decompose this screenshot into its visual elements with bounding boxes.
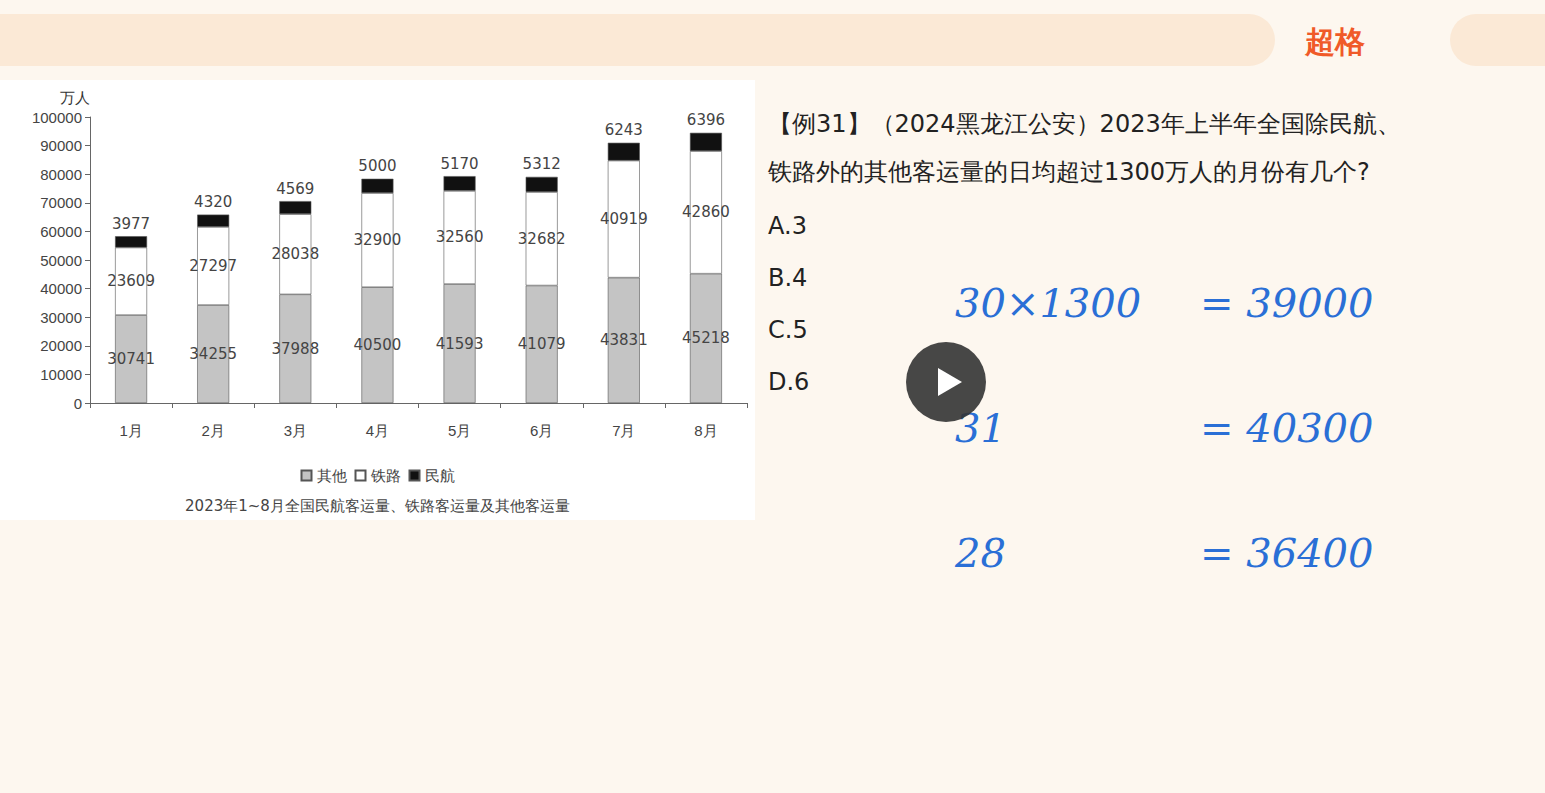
- svg-text:5000: 5000: [358, 157, 396, 175]
- svg-text:6243: 6243: [605, 121, 643, 139]
- html-text:= 36400: = 36400: [1200, 530, 1374, 576]
- html-text:超格: 超格: [1305, 24, 1365, 59]
- svg-text:万人: 万人: [60, 89, 90, 106]
- html-text:30×1300: 30×1300: [955, 280, 1142, 326]
- svg-text:其他: 其他: [317, 467, 347, 485]
- svg-text:28038: 28038: [271, 245, 319, 263]
- svg-text:40500: 40500: [354, 336, 402, 354]
- svg-text:7月: 7月: [612, 422, 635, 439]
- svg-text:2月: 2月: [202, 422, 225, 439]
- svg-text:100000: 100000: [32, 109, 82, 126]
- svg-text:30741: 30741: [107, 350, 155, 368]
- svg-text:34255: 34255: [189, 345, 237, 363]
- svg-text:32682: 32682: [518, 230, 566, 248]
- svg-text:3月: 3月: [284, 422, 307, 439]
- svg-text:4月: 4月: [366, 422, 389, 439]
- svg-text:70000: 70000: [40, 194, 82, 211]
- html-text:铁路外的其他客运量的日均超过1300万人的月份有几个?: 铁路外的其他客运量的日均超过1300万人的月份有几个?: [768, 158, 1370, 186]
- html-text:31: 31: [955, 405, 1006, 451]
- html-text:D.6: D.6: [768, 368, 810, 396]
- svg-text:4320: 4320: [194, 193, 232, 211]
- svg-text:5312: 5312: [523, 155, 561, 173]
- svg-text:30000: 30000: [40, 309, 82, 326]
- html-text:A.3: A.3: [768, 212, 807, 240]
- html-text:= 39000: = 39000: [1200, 280, 1374, 326]
- svg-text:1月: 1月: [119, 422, 142, 439]
- svg-text:41593: 41593: [436, 335, 484, 353]
- svg-text:2023年1~8月全国民航客运量、铁路客运量及其他客运量: 2023年1~8月全国民航客运量、铁路客运量及其他客运量: [185, 497, 570, 515]
- svg-text:90000: 90000: [40, 137, 82, 154]
- svg-text:20000: 20000: [40, 337, 82, 354]
- svg-text:41079: 41079: [518, 335, 566, 353]
- svg-text:50000: 50000: [40, 252, 82, 269]
- svg-text:40000: 40000: [40, 280, 82, 297]
- svg-text:0: 0: [74, 395, 82, 412]
- svg-text:6月: 6月: [530, 422, 553, 439]
- html-text:28: 28: [955, 530, 1006, 576]
- svg-text:3977: 3977: [112, 215, 150, 233]
- svg-text:民航: 民航: [425, 467, 455, 485]
- svg-text:铁路: 铁路: [370, 467, 401, 485]
- svg-text:60000: 60000: [40, 223, 82, 240]
- svg-text:42860: 42860: [682, 203, 730, 221]
- svg-text:6396: 6396: [687, 111, 725, 129]
- svg-text:5月: 5月: [448, 422, 471, 439]
- svg-text:32900: 32900: [354, 231, 402, 249]
- svg-text:32560: 32560: [436, 228, 484, 246]
- html-text:= 40300: = 40300: [1200, 405, 1374, 451]
- svg-text:45218: 45218: [682, 329, 730, 347]
- svg-text:43831: 43831: [600, 331, 648, 349]
- svg-text:27297: 27297: [189, 257, 237, 275]
- svg-text:5170: 5170: [440, 155, 478, 173]
- svg-text:4569: 4569: [276, 180, 314, 198]
- html-text:B.4: B.4: [768, 264, 808, 292]
- html-text:C.5: C.5: [768, 316, 808, 344]
- svg-text:37988: 37988: [271, 340, 319, 358]
- svg-text:40919: 40919: [600, 210, 648, 228]
- svg-text:10000: 10000: [40, 366, 82, 383]
- svg-text:23609: 23609: [107, 272, 155, 290]
- svg-text:8月: 8月: [694, 422, 717, 439]
- svg-text:80000: 80000: [40, 166, 82, 183]
- html-text:【例31】（2024黑龙江公安）2023年上半年全国除民航、: 【例31】（2024黑龙江公安）2023年上半年全国除民航、: [768, 110, 1401, 138]
